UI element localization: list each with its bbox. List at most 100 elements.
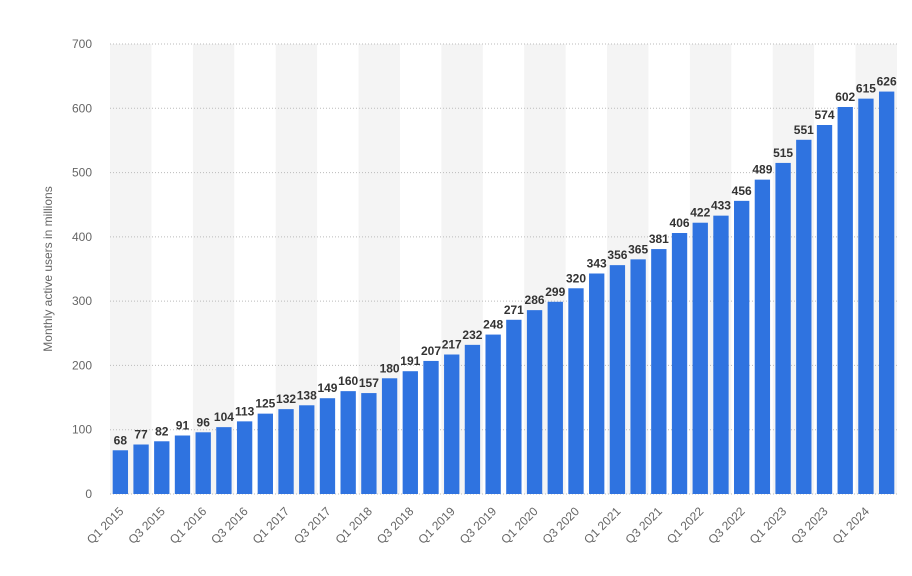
bar (754, 179, 771, 494)
value-label: 125 (255, 397, 275, 411)
value-label: 406 (670, 216, 690, 230)
x-tick-label: Q1 2018 (333, 504, 376, 547)
value-label: 96 (197, 415, 211, 429)
bar (485, 334, 501, 494)
y-tick-label: 700 (72, 37, 92, 51)
value-label: 180 (380, 361, 400, 375)
bar (319, 398, 336, 494)
background-stripe (110, 44, 152, 494)
bar (775, 162, 791, 494)
y-tick-label: 500 (72, 166, 92, 180)
value-label: 456 (732, 184, 752, 198)
value-label: 191 (400, 354, 420, 368)
bar (133, 444, 149, 494)
y-tick-label: 400 (72, 230, 92, 244)
x-tick-label: Q1 2024 (830, 504, 873, 547)
value-label: 138 (297, 388, 317, 402)
bar (858, 98, 874, 495)
bar (402, 371, 418, 494)
bar (299, 405, 315, 494)
value-label: 433 (711, 199, 731, 213)
x-tick-label: Q3 2020 (540, 504, 583, 547)
bar (236, 421, 253, 494)
bar (568, 288, 584, 494)
value-label: 91 (176, 419, 190, 433)
bar (526, 310, 543, 494)
bar (464, 344, 481, 494)
x-tick-label: Q1 2016 (167, 504, 210, 547)
value-label: 149 (317, 381, 337, 395)
background-stripe (192, 44, 235, 494)
value-label: 343 (587, 257, 607, 271)
value-label: 232 (462, 328, 482, 342)
bar (630, 259, 646, 494)
bar (154, 441, 170, 494)
bar (423, 360, 439, 494)
value-label: 356 (607, 248, 627, 262)
x-tick-label: Q3 2023 (788, 504, 831, 547)
x-tick-label: Q1 2022 (664, 504, 707, 547)
value-label: 157 (359, 376, 379, 390)
bar (734, 200, 750, 494)
x-tick-label: Q3 2021 (622, 504, 665, 547)
value-label: 68 (114, 433, 128, 447)
x-tick-label: Q1 2017 (250, 504, 293, 547)
value-label: 160 (338, 374, 358, 388)
value-label: 207 (421, 344, 441, 358)
value-label: 615 (856, 82, 876, 96)
value-label: 551 (794, 123, 814, 137)
y-tick-label: 100 (72, 423, 92, 437)
x-tick-label: Q1 2015 (84, 504, 127, 547)
bar (651, 249, 667, 494)
value-label: 626 (877, 75, 897, 89)
value-label: 248 (483, 318, 503, 332)
value-label: 77 (134, 428, 148, 442)
value-label: 271 (504, 303, 524, 317)
bar (340, 391, 356, 494)
value-label: 602 (835, 90, 855, 104)
bar (506, 319, 522, 494)
value-label: 422 (690, 206, 710, 220)
x-tick-label: Q1 2021 (581, 504, 624, 547)
bar (713, 215, 729, 494)
x-tick-label: Q3 2019 (457, 504, 500, 547)
bar (837, 107, 853, 494)
bar (547, 301, 563, 494)
value-label: 365 (628, 242, 648, 256)
bar (361, 393, 377, 494)
value-label: 82 (155, 424, 169, 438)
bar (216, 427, 232, 494)
value-label: 217 (442, 338, 462, 352)
bar (589, 273, 605, 494)
x-tick-label: Q3 2015 (125, 504, 168, 547)
value-label: 113 (235, 404, 255, 418)
x-tick-label: Q3 2017 (291, 504, 334, 547)
y-tick-label: 300 (72, 294, 92, 308)
x-tick-label: Q1 2019 (415, 504, 458, 547)
bar (381, 378, 398, 494)
value-label: 515 (773, 146, 793, 160)
y-axis-label: Monthly active users in millions (41, 186, 55, 351)
x-tick-label: Q1 2020 (498, 504, 541, 547)
x-tick-label: Q3 2018 (374, 504, 417, 547)
bar (816, 125, 833, 494)
value-label: 574 (814, 108, 834, 122)
bar (692, 222, 708, 494)
bar (112, 450, 129, 494)
y-tick-label: 0 (85, 487, 92, 501)
value-label: 489 (752, 163, 772, 177)
x-tick-label: Q3 2016 (208, 504, 251, 547)
y-tick-label: 200 (72, 358, 92, 372)
bar (195, 432, 211, 494)
bar (278, 409, 294, 494)
x-tick-label: Q1 2023 (747, 504, 790, 547)
value-label: 132 (276, 392, 296, 406)
value-label: 381 (649, 232, 669, 246)
bar (609, 265, 626, 494)
bar (174, 435, 191, 494)
value-label: 104 (214, 410, 234, 424)
y-tick-label: 600 (72, 101, 92, 115)
value-label: 286 (525, 293, 545, 307)
value-label: 320 (566, 271, 586, 285)
